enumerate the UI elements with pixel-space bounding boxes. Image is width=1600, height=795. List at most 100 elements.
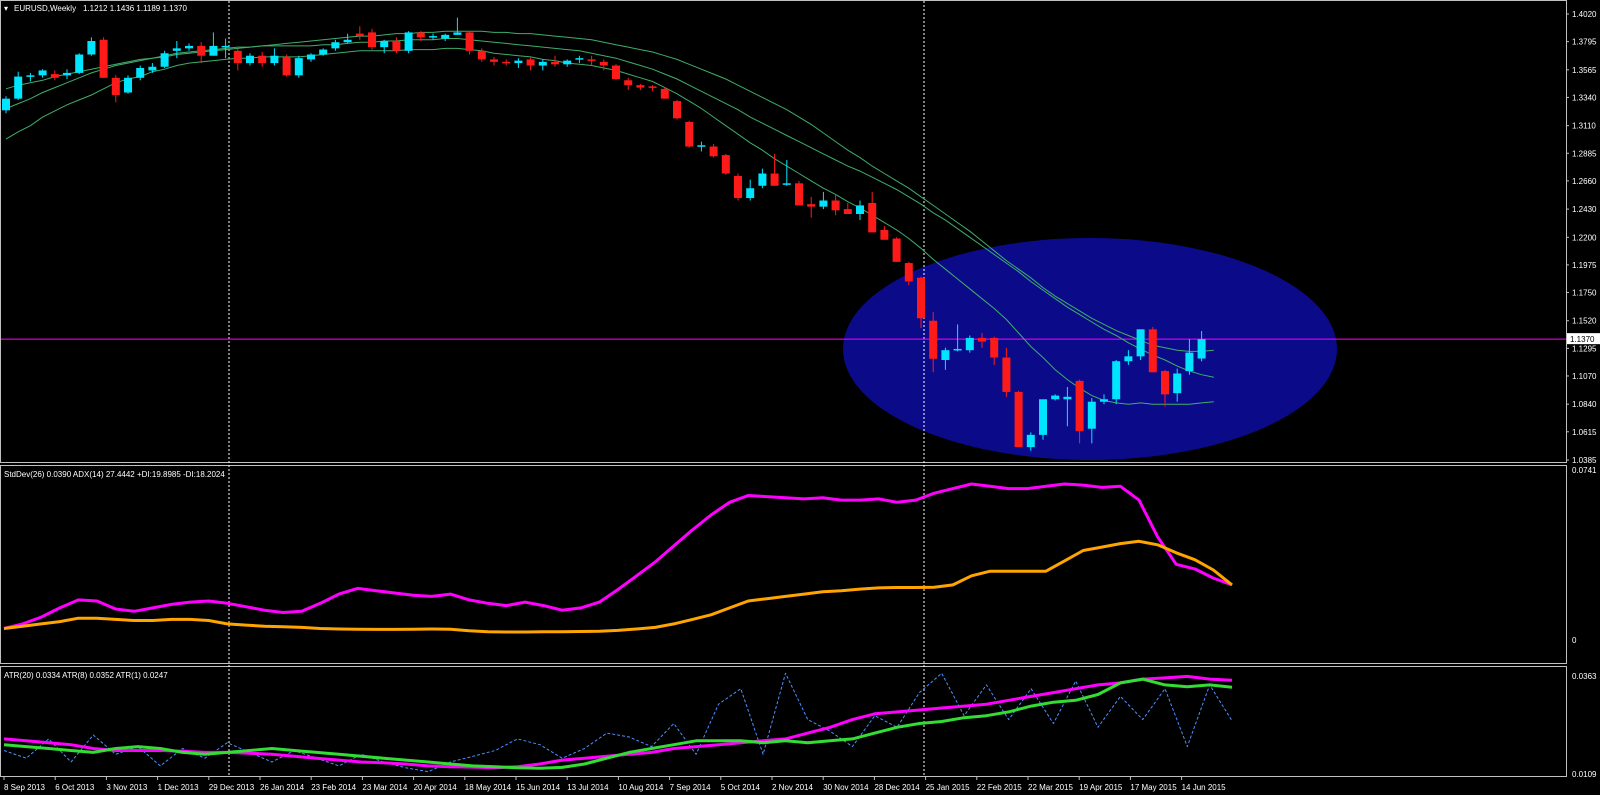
x-tick-label: 30 Nov 2014 (823, 783, 869, 792)
candle-bear (612, 65, 620, 80)
candle-bull (136, 67, 145, 78)
candle-bear (685, 121, 694, 147)
candle-bear (673, 101, 681, 119)
candle-bear (599, 61, 608, 66)
x-tick-label: 22 Feb 2015 (977, 783, 1022, 792)
candle-bear (197, 45, 206, 56)
candle-bull (343, 39, 352, 43)
price-y-tick-label: 1.2885 (1572, 149, 1597, 158)
atr-y-tick-label: 0.0109 (1572, 770, 1597, 779)
candle-bear (465, 32, 474, 51)
candle-bear (355, 33, 364, 37)
x-tick-label: 14 Jun 2015 (1182, 783, 1227, 792)
ma-mid-line (5, 38, 1214, 378)
x-tick-label: 13 Jul 2014 (567, 783, 609, 792)
candle-bear (917, 277, 925, 319)
candle-bull (453, 32, 462, 35)
x-tick-label: 7 Sep 2014 (670, 783, 711, 792)
candle-bear (660, 88, 669, 99)
candle-bear (490, 59, 498, 62)
candle-bull (538, 61, 547, 66)
candle-bear (990, 337, 999, 358)
stddev-adx-panel-title: StdDev(26) 0.0390 ADX(14) 27.4442 +DI:19… (4, 470, 225, 479)
candle-bear (795, 183, 803, 206)
x-tick-label: 3 Nov 2013 (106, 783, 147, 792)
series-adx-14- (3, 539, 1233, 634)
candle-bull (87, 40, 96, 55)
candle-bull (331, 42, 340, 49)
candle-bull (221, 45, 230, 48)
candle-bear (636, 85, 645, 88)
candle-bear (929, 320, 938, 359)
price-y-tick-label: 1.1975 (1572, 261, 1597, 270)
candle-bull (514, 60, 523, 64)
candle-bull (246, 55, 254, 64)
x-tick-label: 1 Dec 2013 (158, 783, 199, 792)
candle-bull (1026, 434, 1035, 448)
current-price-tag (1567, 333, 1600, 345)
price-ohlc-readout: 1.1212 1.1436 1.1189 1.1370 (83, 4, 188, 13)
candle-bull (782, 183, 791, 185)
candle-bear (99, 39, 108, 78)
candle-bull (1039, 399, 1047, 435)
candle-bull (1173, 373, 1182, 394)
candle-bear (587, 59, 596, 61)
price-y-tick-label: 1.3565 (1572, 66, 1597, 75)
candle-bull (380, 40, 389, 48)
x-tick-label: 29 Dec 2013 (209, 783, 255, 792)
candle-bull (1124, 356, 1133, 362)
candle-bear (50, 74, 59, 78)
x-tick-label: 6 Oct 2013 (55, 783, 95, 792)
price-y-tick-label: 1.4020 (1572, 10, 1597, 19)
candle-bull (185, 45, 193, 49)
price-y-tick-label: 1.1520 (1572, 317, 1597, 326)
atr-panel-title: ATR(20) 0.0334 ATR(8) 0.0352 ATR(1) 0.02… (4, 671, 168, 680)
price-y-tick-label: 1.2200 (1572, 233, 1597, 242)
candle-bear (904, 263, 913, 282)
price-y-tick-label: 1.2430 (1572, 205, 1597, 214)
candle-bear (258, 55, 267, 64)
x-tick-label: 25 Jan 2015 (926, 783, 971, 792)
candle-bull (209, 45, 218, 56)
series-atr-20- (3, 677, 1233, 770)
price-y-tick-label: 1.1750 (1572, 289, 1597, 298)
price-y-tick-label: 1.3340 (1572, 93, 1597, 102)
candle-bull (941, 350, 950, 361)
x-tick-label: 23 Mar 2014 (362, 783, 407, 792)
candle-bear (392, 40, 401, 51)
candle-bear (892, 238, 901, 262)
candle-bull (307, 54, 315, 60)
highlight-ellipse (843, 238, 1337, 460)
price-y-tick-label: 1.3795 (1572, 38, 1597, 47)
candle-bear (551, 61, 559, 65)
candle-bull (124, 77, 132, 93)
candle-bull (697, 145, 706, 147)
x-tick-label: 17 May 2015 (1130, 783, 1177, 792)
candle-bear (807, 204, 816, 207)
x-tick-label: 2 Nov 2014 (772, 783, 813, 792)
candle-bull (1185, 352, 1194, 372)
x-tick-label: 23 Feb 2014 (311, 783, 356, 792)
candle-bull (1112, 361, 1121, 400)
candle-bear (368, 32, 376, 48)
x-tick-label: 15 Jun 2014 (516, 783, 561, 792)
price-y-tick-label: 1.2660 (1572, 177, 1597, 186)
candle-bull (38, 70, 47, 76)
candle-bull (26, 75, 35, 77)
candle-bull (148, 66, 157, 71)
candle-bull (319, 49, 328, 55)
x-tick-label: 28 Dec 2014 (874, 783, 920, 792)
x-tick-label: 8 Sep 2013 (4, 783, 45, 792)
x-tick-label: 22 Mar 2015 (1028, 783, 1073, 792)
candle-bull (294, 58, 303, 76)
candle-bull (965, 337, 974, 351)
candle-bull (14, 76, 23, 99)
candle-bull (758, 173, 767, 186)
candle-bear (734, 175, 742, 199)
price-panel-title-arrow[interactable]: ▾ (4, 4, 8, 13)
candle-bear (416, 32, 425, 38)
candle-bear (477, 50, 486, 60)
x-tick-label: 10 Aug 2014 (618, 783, 663, 792)
price-panel-title: EURUSD,Weekly (14, 4, 76, 13)
